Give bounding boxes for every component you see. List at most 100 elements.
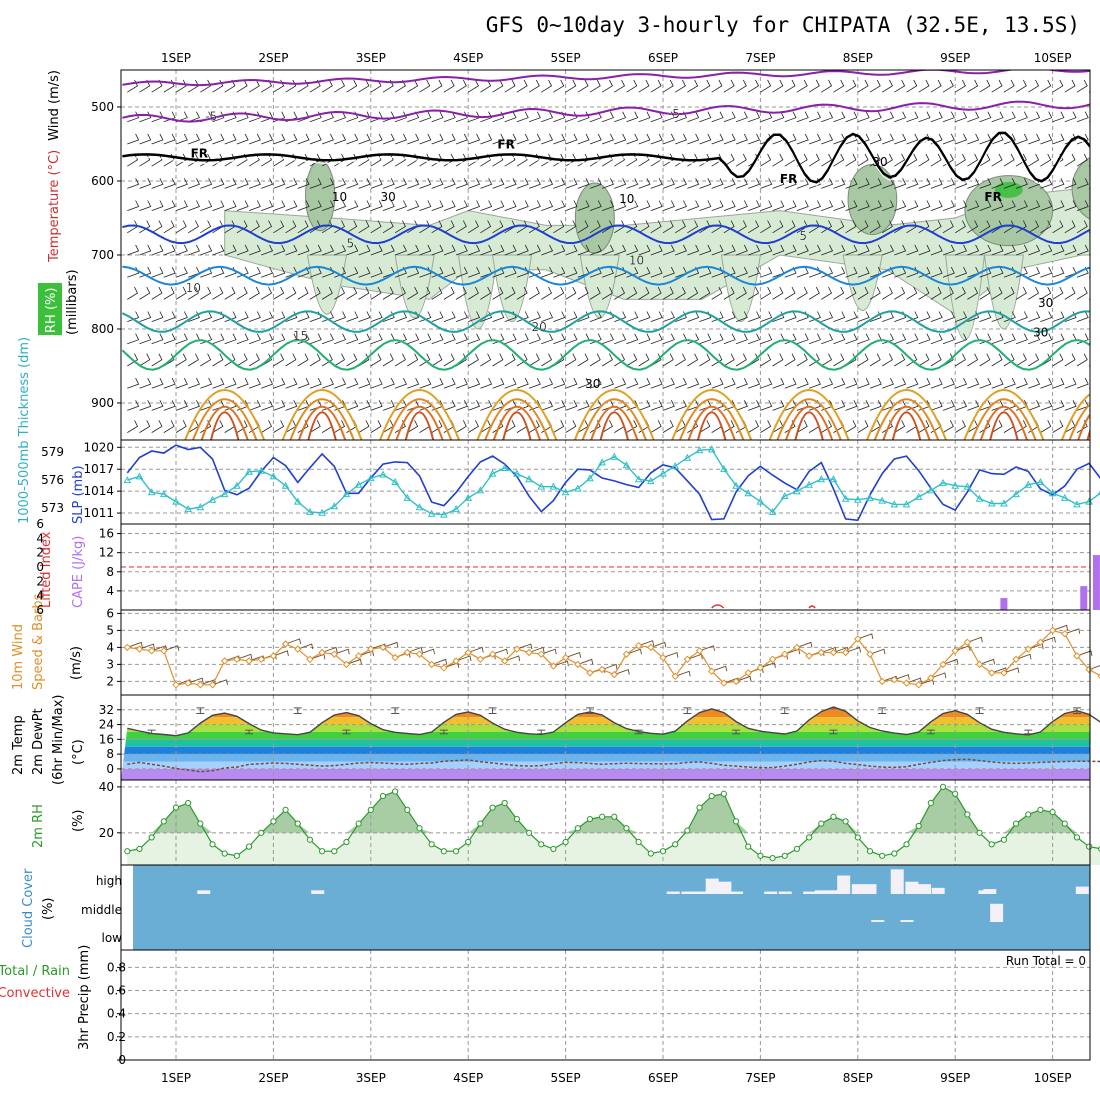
wind-barb	[1015, 153, 1027, 167]
wind-barb	[127, 286, 139, 300]
wind10-marker	[781, 650, 789, 658]
wind-barb	[1052, 420, 1064, 433]
wind10-barb	[553, 660, 569, 667]
wind-barb	[528, 311, 541, 322]
wind-barb	[747, 420, 760, 433]
rh2m-area-high	[127, 786, 1100, 833]
wind-barb	[967, 178, 980, 189]
wind-barb	[467, 220, 479, 234]
wind-barb	[407, 266, 420, 278]
wind-barb	[236, 311, 249, 322]
cloud-high-bar	[905, 881, 919, 894]
wind-barb	[504, 111, 517, 123]
thickness-marker	[500, 463, 509, 471]
cloud-high-bar	[718, 881, 732, 894]
wind-barb	[675, 400, 687, 411]
wind-barb	[1040, 266, 1053, 278]
wind10-barb	[127, 641, 143, 648]
wind-barb	[991, 286, 1003, 300]
wind-barb	[334, 79, 346, 93]
wind-barb	[1003, 286, 1015, 300]
thickness-marker	[1024, 480, 1033, 488]
wind10-marker	[233, 655, 241, 664]
wind-barb	[1064, 311, 1077, 322]
temperature-tick-label: 16	[99, 732, 114, 746]
wind10-barb	[188, 677, 204, 684]
wind-barb	[553, 244, 566, 256]
temp-label-2: 2m DewPt	[31, 708, 46, 775]
minmax-marker	[780, 707, 789, 714]
rh2m-marker	[1061, 820, 1068, 827]
wind-barb	[869, 220, 881, 234]
panel-frames	[120, 69, 1091, 1061]
wind-barb	[760, 353, 772, 367]
wind-barb	[1064, 377, 1077, 389]
freezing-level-inner	[122, 135, 1090, 186]
wind-barb	[382, 178, 395, 189]
minmax-marker	[196, 707, 205, 714]
pressure-tick-label: 600	[91, 174, 114, 188]
wind-barb	[662, 220, 674, 234]
wind-barb	[309, 420, 321, 433]
wind-barb	[528, 200, 541, 211]
wind-barb	[358, 266, 371, 278]
cape-bar	[1080, 586, 1088, 610]
wind-barb	[760, 220, 772, 234]
wind10-marker	[306, 655, 314, 664]
wind-barb	[541, 286, 553, 300]
wind10-marker	[354, 652, 363, 660]
wind10-marker	[586, 669, 594, 677]
precip-label-1: Total / Rain	[0, 964, 70, 979]
wind-barb	[869, 200, 882, 211]
wind-barb	[224, 286, 236, 300]
wind-barb	[212, 111, 225, 123]
wind-barb	[808, 133, 821, 145]
wind-barb	[1064, 79, 1076, 93]
wind-barb	[930, 400, 943, 411]
wind-barb	[297, 200, 310, 211]
wind-barb	[857, 353, 869, 367]
wind-barb	[894, 200, 907, 211]
wind-barb	[735, 333, 748, 345]
wind-barb	[614, 266, 627, 278]
wind-barb	[894, 266, 907, 278]
wind-barb	[748, 311, 761, 322]
wind-barb	[808, 200, 821, 211]
isotherm-arc	[989, 411, 1019, 440]
rh2m-marker	[586, 815, 594, 823]
wind-barb	[504, 133, 517, 145]
wind-tick-label: 2	[106, 674, 114, 688]
wind-barb	[260, 420, 273, 433]
temperature-band	[121, 754, 1090, 762]
wind-barb	[321, 133, 334, 145]
rh-contour-label: 30	[381, 190, 396, 204]
wind-barb	[662, 178, 675, 189]
minmax-marker	[147, 729, 156, 735]
wind-barb	[236, 220, 248, 234]
wind-barb	[163, 244, 176, 256]
wind-barb	[687, 333, 700, 345]
wind-barb	[614, 311, 627, 322]
day-label-top: 6SEP	[648, 51, 678, 65]
isotherm-line	[122, 224, 1090, 245]
wind-barb	[528, 244, 541, 256]
temperature-band	[121, 724, 1090, 732]
rh2m-marker	[392, 788, 399, 795]
wind-barb	[1052, 286, 1064, 300]
wind-barb	[1076, 220, 1088, 234]
wind-barb	[942, 200, 955, 211]
wind-barb	[991, 420, 1003, 433]
wind-barb	[334, 220, 346, 234]
wind-barb	[1052, 111, 1065, 123]
wind-barb	[760, 420, 772, 433]
thickness-marker	[1036, 477, 1045, 485]
isotherm-arc	[281, 389, 363, 440]
wind-barb	[419, 178, 432, 189]
wind-barb	[553, 333, 566, 345]
wind10-marker	[902, 679, 911, 687]
wind-barb	[431, 353, 443, 367]
wind-barb	[711, 377, 724, 389]
wind-barb	[687, 311, 700, 322]
